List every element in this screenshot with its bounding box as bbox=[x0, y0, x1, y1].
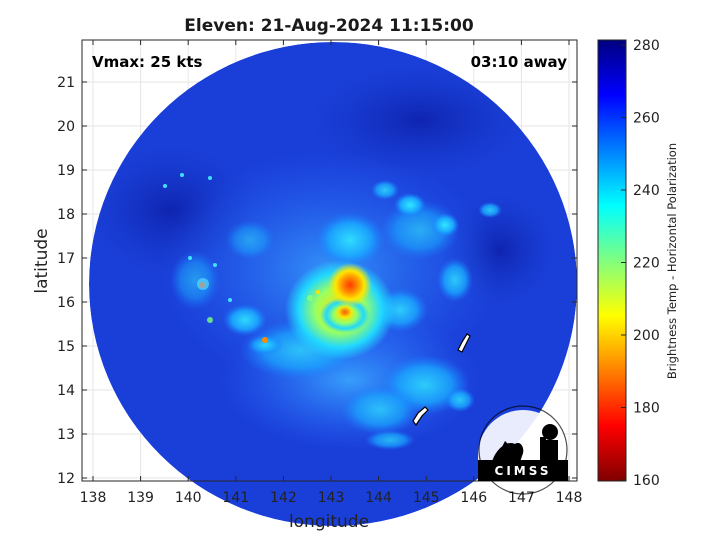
colorbar-tick-label: 200 bbox=[633, 328, 660, 344]
colorbar-tick-label: 280 bbox=[633, 38, 660, 54]
time-away-label: 03:10 away bbox=[471, 53, 568, 71]
y-tick-label: 14 bbox=[57, 383, 75, 399]
colorbar bbox=[597, 39, 627, 482]
axes-frame bbox=[81, 39, 578, 482]
colorbar-label: Brightness Temp - Horizontal Polarizatio… bbox=[665, 143, 679, 379]
island-outline bbox=[457, 333, 471, 353]
y-ticks: 21 20 19 18 17 16 15 14 13 12 bbox=[57, 75, 577, 487]
x-tick-label: 140 bbox=[175, 490, 202, 506]
y-tick-label: 12 bbox=[57, 471, 75, 487]
x-tick-label: 141 bbox=[222, 490, 249, 506]
island-outline bbox=[412, 406, 429, 427]
y-tick-label: 13 bbox=[57, 427, 75, 443]
x-tick-label: 142 bbox=[270, 490, 297, 506]
x-tick-label: 139 bbox=[127, 490, 154, 506]
y-tick-label: 18 bbox=[57, 207, 75, 223]
y-tick-label: 16 bbox=[57, 295, 75, 311]
y-tick-label: 19 bbox=[57, 163, 75, 179]
colorbar-tick-label: 160 bbox=[633, 473, 660, 489]
vmax-label: Vmax: 25 kts bbox=[92, 53, 202, 71]
colorbar-ticks: 280 260 240 220 200 180 160 bbox=[621, 38, 660, 489]
microwave-swath bbox=[89, 42, 577, 526]
x-tick-label: 143 bbox=[318, 490, 345, 506]
colorbar-tick-label: 180 bbox=[633, 401, 660, 417]
y-tick-label: 17 bbox=[57, 251, 75, 267]
y-tick-label: 20 bbox=[57, 119, 75, 135]
cimss-logo: CIMSS bbox=[478, 405, 568, 495]
y-axis-label: latitude bbox=[32, 228, 52, 293]
x-tick-label: 146 bbox=[460, 490, 487, 506]
x-ticks: 138 139 140 141 142 143 144 145 146 147 148 bbox=[80, 40, 583, 506]
y-tick-label: 15 bbox=[57, 339, 75, 355]
x-tick-label: 148 bbox=[556, 490, 583, 506]
x-tick-label: 138 bbox=[80, 490, 107, 506]
x-axis-label: longitude bbox=[289, 512, 369, 532]
chart-title: Eleven: 21-Aug-2024 11:15:00 bbox=[184, 16, 474, 36]
colorbar-tick-label: 260 bbox=[633, 111, 660, 127]
y-tick-label: 21 bbox=[57, 75, 75, 91]
colorbar-tick-label: 220 bbox=[633, 256, 660, 272]
colorbar-tick-label: 240 bbox=[633, 183, 660, 199]
x-tick-label: 144 bbox=[365, 490, 392, 506]
x-tick-label: 145 bbox=[413, 490, 440, 506]
logo-text: CIMSS bbox=[495, 464, 552, 478]
